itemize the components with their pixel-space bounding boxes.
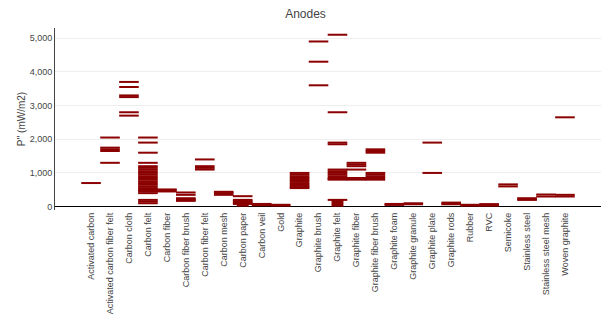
svg-text:Graphite felt: Graphite felt — [332, 212, 342, 262]
svg-text:Graphite: Graphite — [294, 213, 304, 248]
svg-text:Graphite plate: Graphite plate — [427, 213, 437, 270]
svg-text:0: 0 — [47, 202, 52, 212]
svg-text:Graphite foam: Graphite foam — [389, 213, 399, 270]
svg-text:Stainless steel: Stainless steel — [522, 213, 532, 271]
svg-text:3,000: 3,000 — [30, 101, 53, 111]
svg-text:4,000: 4,000 — [30, 67, 53, 77]
svg-text:Anodes: Anodes — [285, 7, 326, 21]
svg-text:Gold: Gold — [276, 213, 286, 232]
svg-text:2,000: 2,000 — [30, 134, 53, 144]
svg-text:Carbon paper: Carbon paper — [238, 213, 248, 268]
svg-text:Woven graphite: Woven graphite — [560, 213, 570, 276]
svg-text:Carbon fiber brush: Carbon fiber brush — [181, 213, 191, 288]
svg-text:P'' (mW/m2): P'' (mW/m2) — [16, 92, 27, 146]
svg-text:Carbon cloth: Carbon cloth — [124, 213, 134, 264]
svg-text:Carbon fiber felt: Carbon fiber felt — [200, 212, 210, 277]
svg-text:Carbon felt: Carbon felt — [143, 212, 153, 257]
svg-text:Graphite rods: Graphite rods — [446, 212, 456, 267]
svg-text:Activated carbon: Activated carbon — [86, 213, 96, 280]
svg-text:Graphite fiber: Graphite fiber — [351, 213, 361, 268]
svg-text:Graphite granule: Graphite granule — [408, 213, 418, 280]
svg-text:5,000: 5,000 — [30, 33, 53, 43]
svg-text:Carbon fiber: Carbon fiber — [162, 213, 172, 263]
svg-text:Carbon mesh: Carbon mesh — [219, 213, 229, 267]
svg-text:RVC: RVC — [484, 212, 494, 231]
svg-text:Rubber: Rubber — [465, 213, 475, 243]
svg-text:Carbon veil: Carbon veil — [257, 213, 267, 259]
svg-text:Activated carbon fiber felt: Activated carbon fiber felt — [105, 212, 115, 314]
svg-text:Graphite brush: Graphite brush — [313, 213, 323, 273]
svg-text:1,000: 1,000 — [30, 168, 53, 178]
svg-text:Stainless steel mesh: Stainless steel mesh — [541, 213, 551, 296]
svg-text:Semicoke: Semicoke — [503, 213, 513, 253]
svg-text:Graphite fiber brush: Graphite fiber brush — [370, 213, 380, 293]
